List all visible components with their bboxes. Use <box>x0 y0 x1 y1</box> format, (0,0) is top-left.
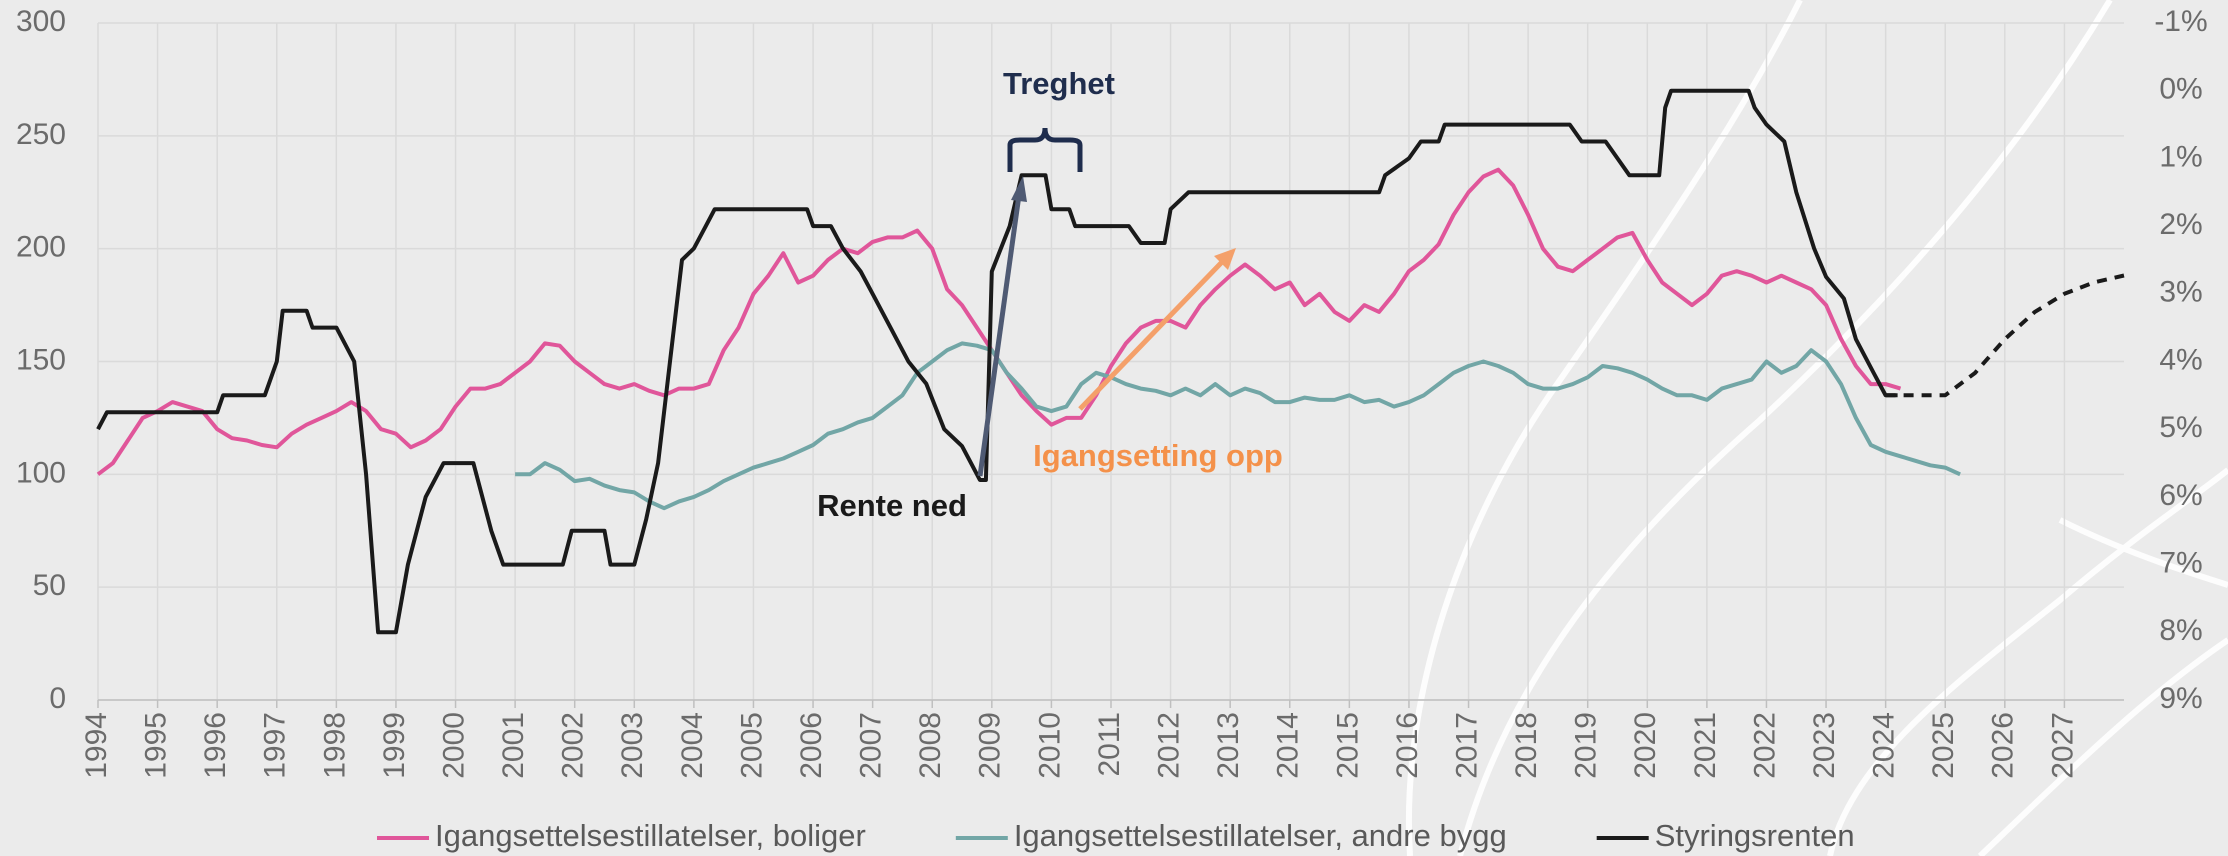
x-tick-label: 1995 <box>140 712 173 779</box>
x-tick-label: 2010 <box>1033 712 1066 779</box>
decor-curve <box>1405 0 1803 856</box>
x-tick-label: 2013 <box>1212 712 1245 779</box>
annotation: Treghet <box>1003 66 1115 101</box>
y2-tick-label: -1% <box>2154 5 2207 38</box>
y-tick-label: 200 <box>16 231 66 264</box>
decor <box>1405 0 2228 856</box>
x-tick-label: 2015 <box>1331 712 1364 779</box>
x-tick-label: 2018 <box>1510 712 1543 779</box>
lines <box>96 88 2125 635</box>
series-line <box>515 341 1961 511</box>
x-tick-label: 2021 <box>1689 712 1722 779</box>
x-tick-label: 2020 <box>1629 712 1662 779</box>
labels: 0 50 100 150 200 250 300 -1% 0% 1% 2% 3% 4% 5% 6% 7% 8% 9… <box>16 5 2208 853</box>
x-tick-label: 2006 <box>795 712 828 779</box>
legend-label: Igangsettelsestillatelser, andre bygg <box>1014 818 1507 853</box>
annotation: Igangsetting opp <box>1033 438 1283 473</box>
x-tick-label: 2022 <box>1748 712 1781 779</box>
arrow <box>977 194 1022 477</box>
y2-tick-label: 5% <box>2159 411 2202 444</box>
y-tick-label: 300 <box>16 5 66 38</box>
x-tick-label: 2004 <box>676 712 709 779</box>
x-tick-label: 2026 <box>1987 712 2020 779</box>
x-tick-label: 1994 <box>80 712 113 779</box>
x-tick-label: 2002 <box>557 712 590 779</box>
y2-tick-label: 0% <box>2159 73 2202 106</box>
arrow <box>1078 260 1224 411</box>
x-tick-label: 1999 <box>378 712 411 779</box>
x-tick-label: 2017 <box>1450 712 1483 779</box>
x-tick-label: 2005 <box>735 712 768 779</box>
y2-tick-label: 1% <box>2159 140 2202 173</box>
y-tick-label: 50 <box>33 569 66 602</box>
x-tick-label: 2019 <box>1570 712 1603 779</box>
x-tick-label: 2014 <box>1272 712 1305 779</box>
x-tick-label: 2007 <box>855 712 888 779</box>
y2-tick-label: 2% <box>2159 208 2202 241</box>
x-tick-label: 2000 <box>437 712 470 779</box>
y-tick-label: 150 <box>16 343 66 376</box>
x-tick-label: 2023 <box>1808 712 1841 779</box>
x-tick-label: 1997 <box>259 712 292 779</box>
x-tick-label: 2024 <box>1868 712 1901 779</box>
x-tick-label: 2009 <box>974 712 1007 779</box>
grid <box>97 22 2124 708</box>
y2-tick-label: 6% <box>2159 479 2202 512</box>
x-tick-label: 2016 <box>1391 712 1424 779</box>
decor-curve <box>2058 517 2228 588</box>
decor-curve <box>1827 467 2228 856</box>
x-tick-label: 1996 <box>199 712 232 779</box>
series-line <box>96 88 1898 635</box>
y2-tick-label: 3% <box>2159 276 2202 309</box>
x-tick-label: 2001 <box>497 712 530 779</box>
annotation: Rente ned <box>817 488 967 523</box>
arrow-head <box>1214 248 1236 270</box>
brace <box>1007 127 1083 172</box>
x-tick-label: 1998 <box>318 712 351 779</box>
y2-tick-label: 7% <box>2159 547 2202 580</box>
arrow-head <box>1011 176 1027 202</box>
series-line <box>1885 273 2125 398</box>
decor-curve <box>1977 637 2228 856</box>
y2-tick-label: 8% <box>2159 614 2202 647</box>
legend-label: Igangsettelsestillatelser, boliger <box>435 818 866 853</box>
legend-label: Styringsrenten <box>1655 818 1855 853</box>
annotation-shapes <box>977 127 1236 477</box>
y-tick-label: 0 <box>49 682 66 715</box>
y2-tick-label: 4% <box>2159 343 2202 376</box>
x-tick-label: 2025 <box>1927 712 1960 779</box>
y-tick-label: 250 <box>16 118 66 151</box>
x-tick-label: 2027 <box>2046 712 2079 779</box>
x-tick-label: 2008 <box>914 712 947 779</box>
x-tick-label: 2012 <box>1153 712 1186 779</box>
x-tick-label: 2003 <box>616 712 649 779</box>
x-tick-label: 2011 <box>1093 712 1126 777</box>
decor-curve <box>1457 0 2113 856</box>
y2-tick-label: 9% <box>2159 682 2202 715</box>
y-tick-label: 100 <box>16 456 66 489</box>
